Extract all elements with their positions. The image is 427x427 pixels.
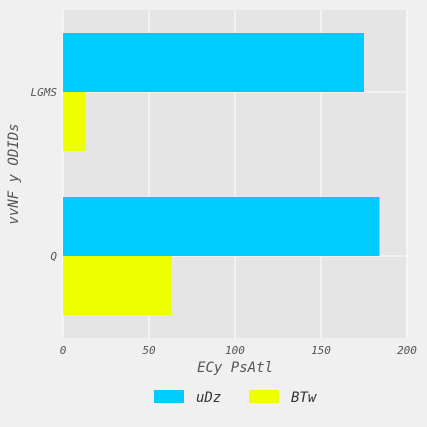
- bar-uDz-Q: [63, 197, 380, 256]
- legend-swatch-BTw: [249, 390, 279, 403]
- legend-swatch-uDz: [154, 390, 184, 403]
- tick-labels: 0 50 100 150 200 Q LGMS: [31, 86, 418, 357]
- x-axis-title: ECy PsAtl: [197, 360, 273, 376]
- x-tick-label: 50: [142, 344, 156, 357]
- x-tick-label: 200: [397, 344, 417, 357]
- y-axis-title: vvNF y ODIDs: [6, 123, 22, 224]
- x-tick-label: 150: [311, 344, 331, 357]
- x-tick-label: 100: [225, 344, 245, 357]
- x-tick-label: 0: [60, 344, 67, 357]
- y-tick-label: Q: [50, 250, 57, 263]
- legend-label-uDz: uDz: [196, 390, 221, 406]
- bar-BTw-LGMS: [63, 92, 86, 151]
- legend: uDz BTw: [154, 390, 317, 406]
- bars: [63, 33, 380, 315]
- legend-label-BTw: BTw: [291, 390, 317, 406]
- bar-uDz-LGMS: [63, 33, 364, 92]
- bar-BTw-Q: [63, 256, 172, 315]
- y-tick-label: LGMS: [31, 86, 58, 99]
